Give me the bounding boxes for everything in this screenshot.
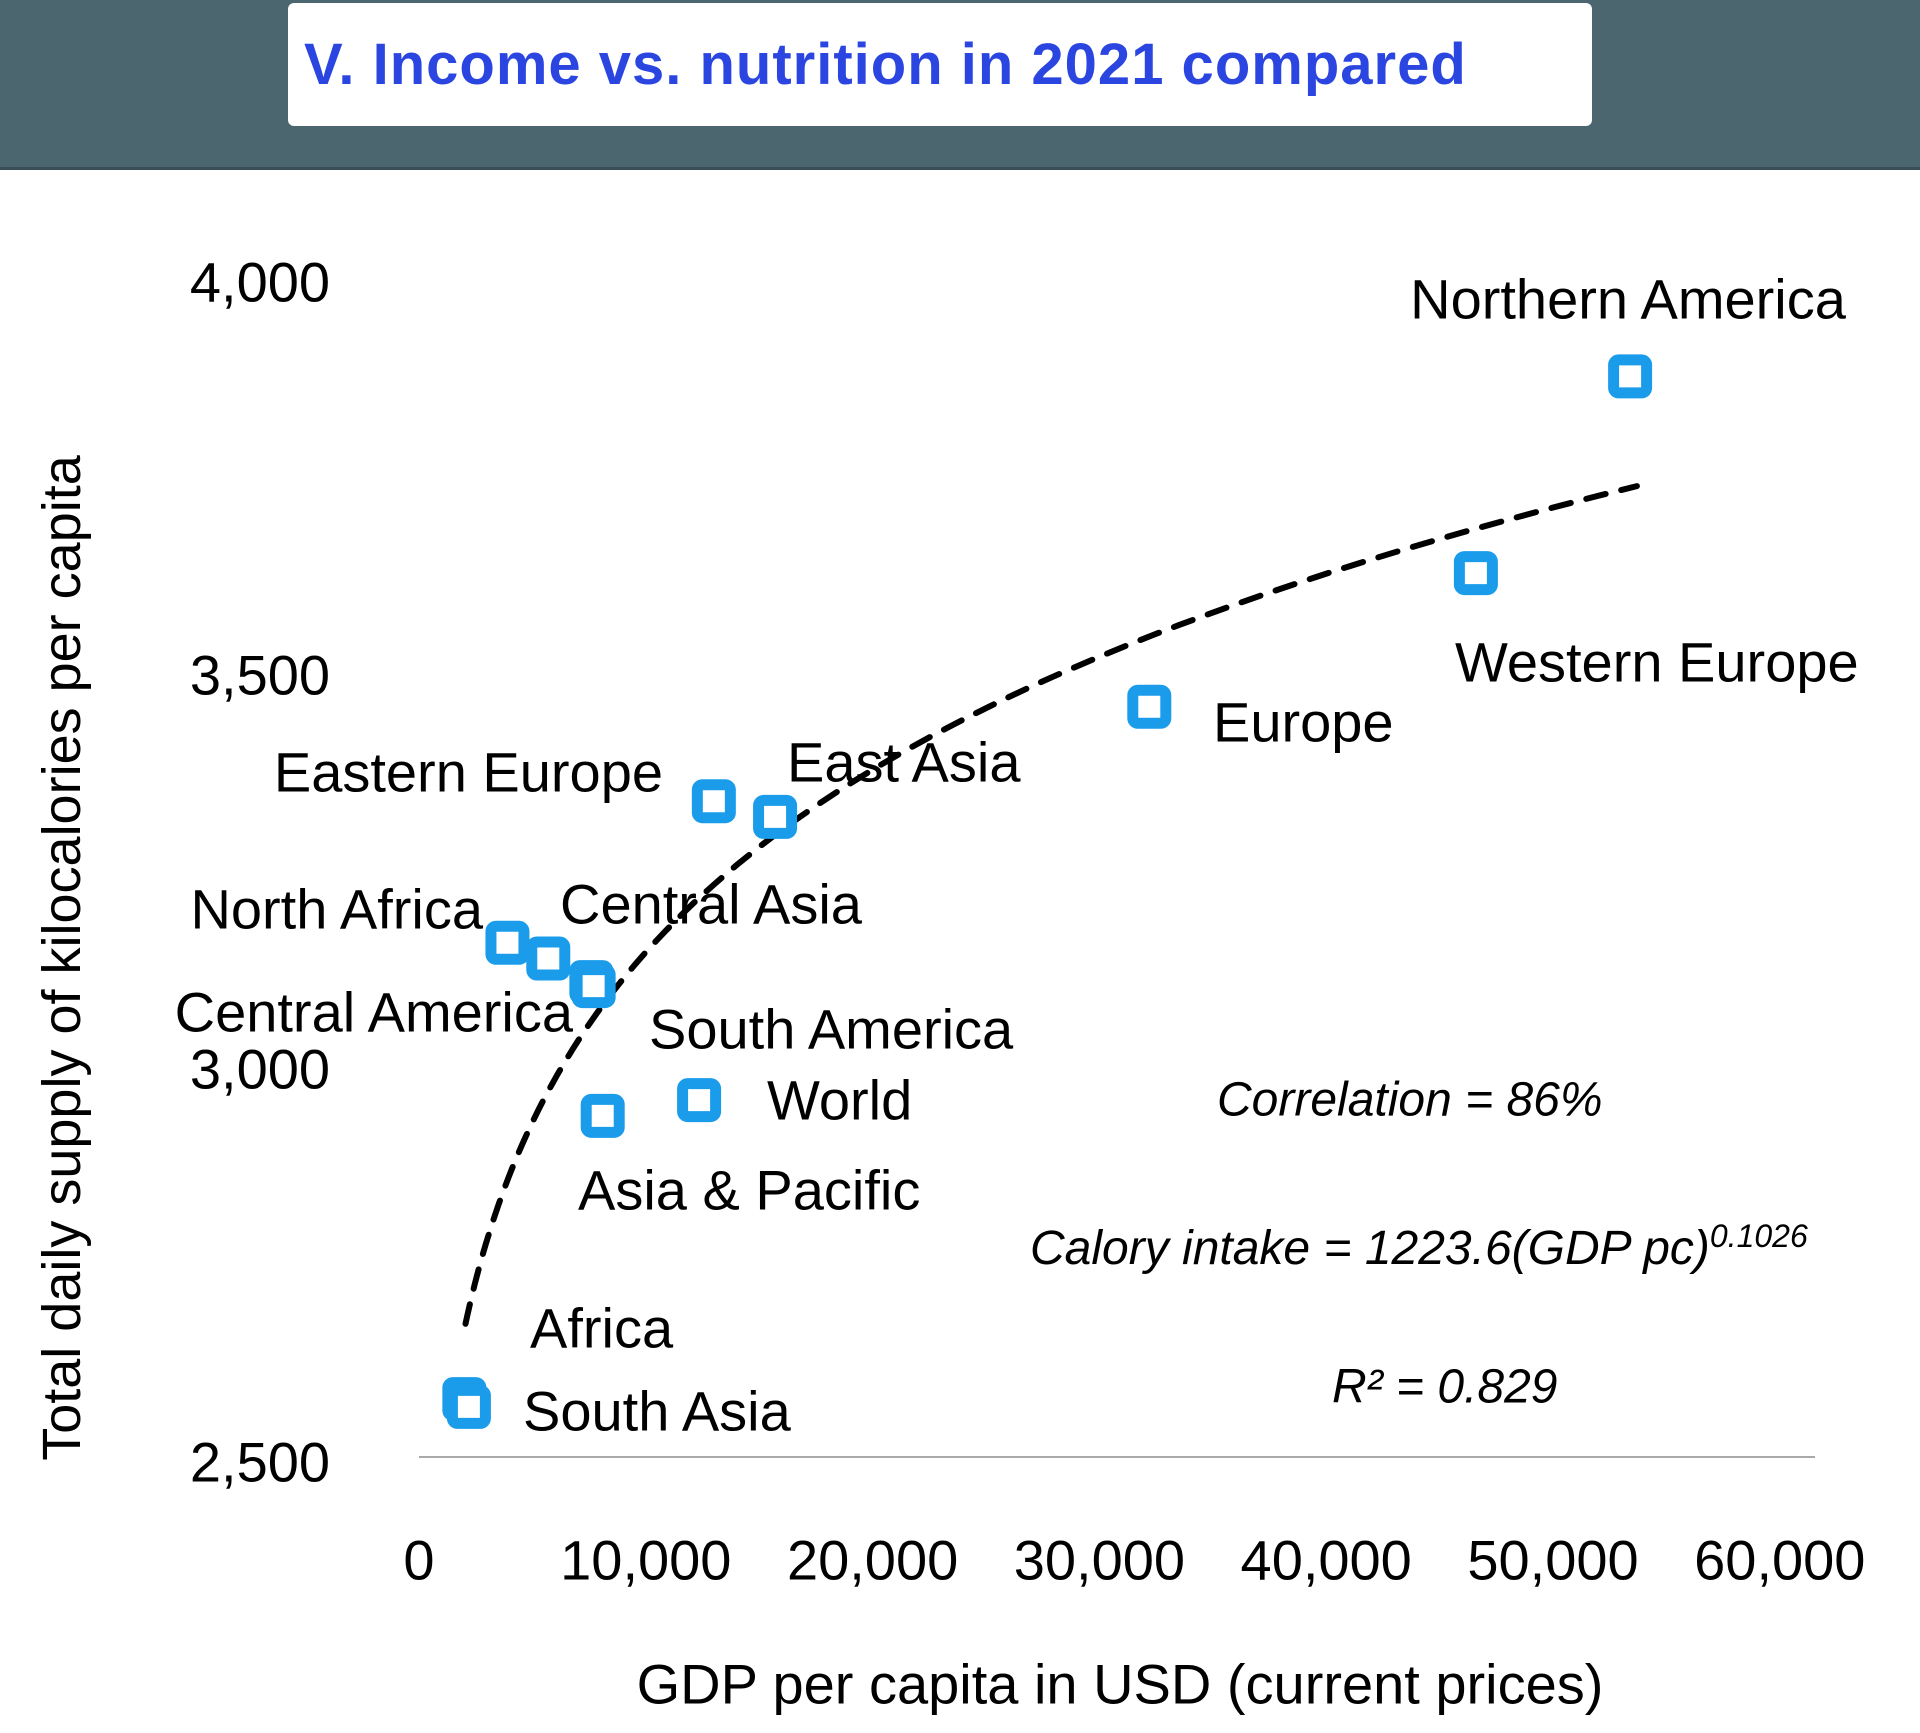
annotation-r-squared: R² = 0.829 (1332, 1360, 1558, 1414)
y-tick-3000: 3,000 (189, 1037, 330, 1101)
data-point-marker-south-asia[interactable] (446, 1384, 491, 1429)
x-tick-0: 0 (403, 1528, 435, 1592)
point-label-eastern-europe: Eastern Europe (273, 740, 663, 804)
point-label-north-africa: North Africa (190, 877, 483, 941)
data-point-marker-central-asia[interactable] (526, 936, 571, 981)
data-point-marker-northern-america[interactable] (1608, 354, 1653, 399)
page-title: V. Income vs. nutrition in 2021 compared (304, 32, 1467, 97)
equation-exponent: 0.1026 (1709, 1218, 1808, 1254)
x-tick-50000: 50,000 (1467, 1528, 1639, 1592)
data-point-marker-south-america[interactable] (571, 964, 616, 1009)
x-tick-10000: 10,000 (560, 1528, 732, 1592)
x-tick-40000: 40,000 (1240, 1528, 1412, 1592)
data-point-marker-europe[interactable] (1127, 684, 1172, 729)
data-point-marker-western-europe[interactable] (1453, 551, 1498, 596)
y-tick-2500: 2,500 (189, 1430, 330, 1494)
point-label-northern-america: Northern America (1410, 267, 1846, 331)
point-label-central-asia: Central Asia (560, 872, 862, 936)
point-label-east-asia: East Asia (787, 730, 1021, 794)
data-point-marker-east-asia[interactable] (753, 794, 798, 839)
data-point-marker-asia-pacific[interactable] (580, 1093, 625, 1138)
data-point-marker-eastern-europe[interactable] (691, 779, 736, 824)
point-label-europe: Europe (1213, 690, 1394, 754)
x-tick-60000: 60,000 (1694, 1528, 1866, 1592)
y-axis-title: Total daily supply of kilocalories per c… (32, 455, 92, 1461)
point-label-western-europe: Western Europe (1455, 630, 1859, 694)
x-tick-20000: 20,000 (786, 1528, 959, 1592)
point-label-asia-pacific: Asia & Pacific (578, 1158, 921, 1222)
point-label-south-asia: South Asia (523, 1379, 791, 1443)
trend-line (462, 483, 1640, 1327)
point-label-south-america: South America (649, 997, 1014, 1061)
point-label-central-america: Central America (174, 980, 573, 1044)
title-banner: V. Income vs. nutrition in 2021 compared (0, 0, 1920, 170)
y-tick-3500: 3,500 (189, 643, 330, 707)
data-point-marker-north-africa[interactable] (485, 920, 530, 965)
point-label-world: World (767, 1068, 913, 1132)
title-box: V. Income vs. nutrition in 2021 compared (288, 3, 1592, 126)
point-label-africa: Africa (530, 1296, 674, 1360)
x-tick-30000: 30,000 (1013, 1528, 1186, 1592)
annotation-equation: Calory intake = 1223.6(GDP pc)0.1026 (1030, 1218, 1808, 1275)
data-point-marker-world[interactable] (677, 1078, 722, 1123)
annotation-correlation: Correlation = 86% (1217, 1073, 1603, 1127)
x-axis-title: GDP per capita in USD (current prices) (636, 1652, 1604, 1716)
y-tick-4000: 4,000 (189, 250, 330, 314)
